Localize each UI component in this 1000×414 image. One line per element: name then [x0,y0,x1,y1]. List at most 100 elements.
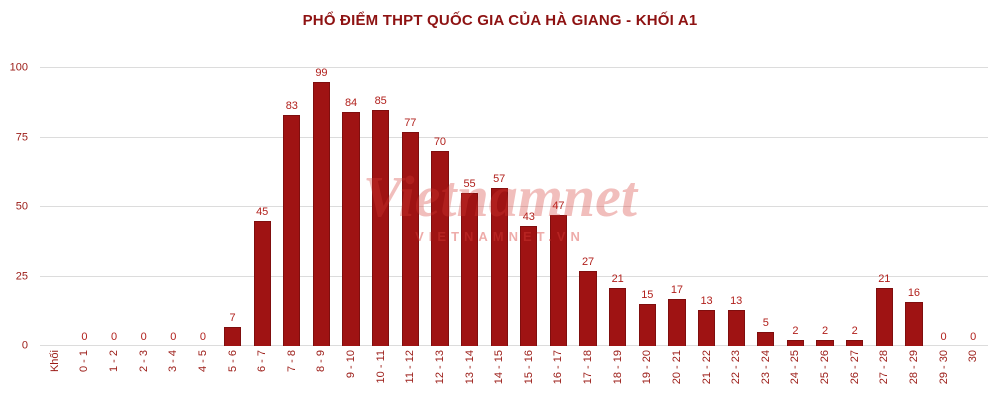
x-tick-label: 25 - 26 [819,350,832,385]
x-tick: 24 - 25 [781,348,811,412]
bar [401,131,419,346]
x-tick: 7 - 8 [277,348,307,412]
x-tick: 29 - 30 [929,348,959,412]
x-tick: 28 - 29 [899,348,929,412]
x-tick-label: 1 - 2 [108,350,121,373]
x-tick-label: 21 - 22 [700,350,713,385]
plot-area: 0 0 0 0 0 7 45 83 99 84 85 77 70 55 57 43 47 27 21 15 17 13 13… [40,67,988,346]
bar-value-label: 0 [940,331,947,343]
bar-column: 21 [603,68,633,346]
bar-value-label: 2 [822,325,829,338]
bar-column: 45 [247,68,277,346]
x-tick-label: 11 - 12 [404,350,417,384]
bar [727,309,745,346]
x-tick-label: 14 - 15 [493,350,506,385]
x-tick-label: 15 - 16 [522,350,535,385]
bar-column: 0 [188,68,218,346]
x-tick: 4 - 5 [188,348,218,412]
gridline [40,136,988,138]
bar [312,82,331,346]
bar-column: 55 [455,68,485,346]
x-tick: 13 - 14 [455,348,485,412]
x-tick-label: 12 - 13 [433,350,446,385]
bar [460,193,479,346]
x-tick-label: 23 - 24 [759,350,772,385]
bar [223,326,242,346]
bar-value-label: 13 [730,294,743,307]
x-tick: 16 - 17 [544,348,574,412]
bar-column: 99 [307,68,337,346]
x-tick: Khối [40,348,70,412]
x-tick: 0 - 1 [70,348,100,412]
bar [697,309,716,346]
bar-value-label: 70 [433,136,447,149]
x-tick-label: 10 - 11 [374,350,387,384]
x-axis: Khối 0 - 1 1 - 2 2 - 3 3 - 4 4 - 5 5 - 6 6 - 7 7… [40,348,988,412]
bar-value-label: 0 [170,331,177,343]
bar-column: 43 [514,68,544,346]
x-tick: 8 - 9 [307,348,337,412]
y-tick-label: 0 [21,339,28,352]
gridline [40,345,988,346]
x-tick-label: 16 - 17 [552,350,565,385]
x-tick: 14 - 15 [484,348,514,412]
bar-column: 15 [633,68,663,346]
x-tick-label: 9 - 10 [345,350,358,379]
bar-column: 0 [159,68,189,346]
bar-value-label: 0 [140,331,147,343]
x-tick: 20 - 21 [662,348,692,412]
bar-column: 5 [751,68,781,346]
bar [549,215,568,346]
x-tick: 6 - 7 [247,348,277,412]
y-axis: 0 25 50 75 100 [0,62,34,351]
x-tick-label: 29 - 30 [937,350,950,385]
x-tick: 18 - 19 [603,348,633,412]
bar-column [40,68,70,346]
bar-column: 0 [129,68,159,346]
x-tick: 22 - 23 [721,348,751,412]
x-tick: 9 - 10 [336,348,366,412]
y-tick-label: 100 [9,61,28,74]
y-tick-label: 25 [15,270,28,282]
bar-column: 0 [99,68,129,346]
x-tick: 12 - 13 [425,348,455,412]
bar-value-label: 77 [404,116,417,129]
x-tick: 11 - 12 [396,348,426,412]
bar-value-label: 27 [581,255,595,268]
bar [786,340,805,346]
bar [342,112,360,346]
bar-value-label: 0 [111,331,118,343]
x-tick: 15 - 16 [514,348,544,412]
bar-column: 2 [810,68,840,346]
bar [520,226,538,346]
bar [816,340,834,346]
x-tick: 2 - 3 [129,348,159,412]
bar-value-label: 21 [611,272,624,285]
x-tick: 1 - 2 [99,348,129,412]
bar-column: 0 [958,68,988,346]
chart-title: PHỔ ĐIỂM THPT QUỐC GIA CỦA HÀ GIANG - KH… [302,12,698,29]
bar-value-label: 47 [552,200,565,213]
bar [638,304,656,346]
x-tick: 25 - 26 [810,348,840,412]
bar-value-label: 85 [374,94,387,107]
bar-value-label: 0 [81,331,88,343]
x-tick-label: 20 - 21 [670,350,683,385]
bar-value-label: 13 [700,294,713,307]
x-tick-label: 8 - 9 [315,350,328,373]
x-tick: 27 - 28 [870,348,900,412]
x-tick-label: 28 - 29 [907,350,920,385]
x-tick-label: 18 - 19 [611,350,624,385]
bar [431,151,449,346]
bar-column: 2 [840,68,870,346]
bar-column: 7 [218,68,248,346]
gridline [40,206,988,207]
bar-column: 13 [692,68,722,346]
bar [579,270,597,346]
bar-column: 84 [336,68,366,346]
x-tick: 3 - 4 [159,348,189,412]
bar-column: 47 [544,68,574,346]
x-tick-label: 19 - 20 [641,350,654,385]
x-tick-label: 13 - 14 [463,350,476,385]
